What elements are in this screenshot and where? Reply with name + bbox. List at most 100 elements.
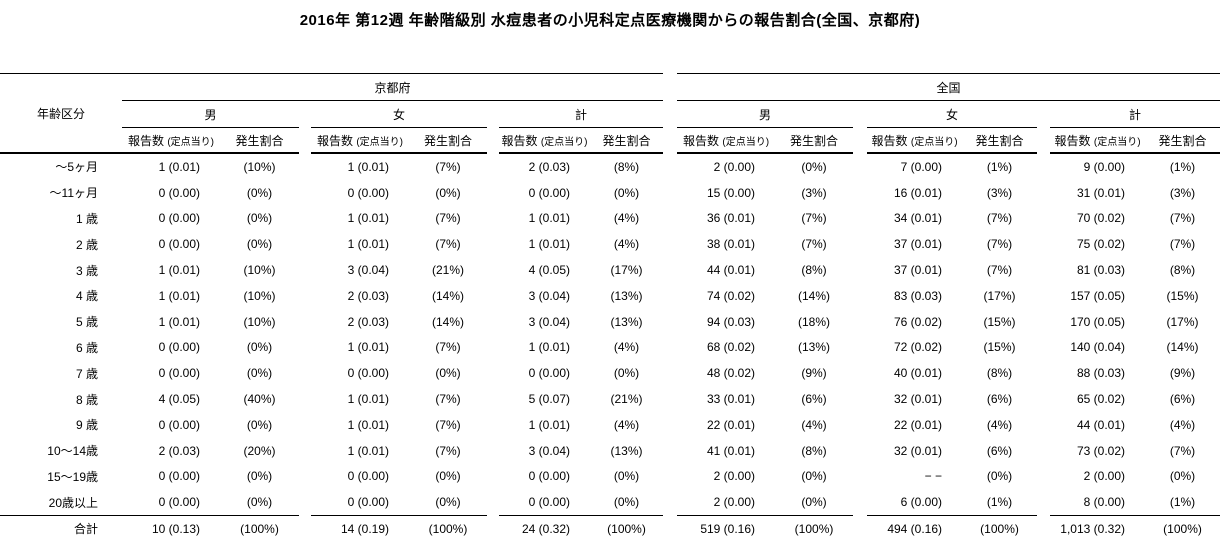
count-cell: 0 (0.00) <box>158 185 200 200</box>
report-count-label: 報告数 <box>501 133 538 148</box>
rate-header: 発生割合 <box>409 127 487 154</box>
report-count-label: 報告数 <box>871 133 908 148</box>
count-cell: 68 (0.02) <box>706 340 756 355</box>
section-gap <box>663 489 677 515</box>
region-header-national: 全国 <box>677 73 1220 101</box>
column-gap <box>487 335 499 361</box>
age-label: 9 歳 <box>75 418 98 433</box>
rate-cell: (1%) <box>986 159 1013 174</box>
column-gap <box>853 464 867 490</box>
count-cell: 76 (0.02) <box>893 314 943 329</box>
section-gap <box>663 335 677 361</box>
count-cell: 36 (0.01) <box>706 211 756 226</box>
page-title: 2016年 第12週 年齢階級別 水痘患者の小児科定点医療機関からの報告割合(全… <box>299 12 921 29</box>
count-cell: 1 (0.01) <box>347 237 389 252</box>
column-gap <box>487 516 499 536</box>
count-cell: 0 (0.00) <box>158 366 200 381</box>
count-cell: 0 (0.00) <box>528 366 570 381</box>
column-gap <box>853 101 867 128</box>
section-gap <box>663 101 677 128</box>
column-gap <box>1037 101 1050 128</box>
count-cell: 2 (0.00) <box>713 469 756 484</box>
count-cell: 37 (0.01) <box>893 237 943 252</box>
section-gap <box>663 180 677 206</box>
rate-cell: (4%) <box>613 340 640 355</box>
rate-cell: (100%) <box>590 515 664 536</box>
column-gap <box>853 283 867 309</box>
count-cell: 0 (0.00) <box>158 495 200 510</box>
rate-cell: (1%) <box>1169 159 1196 174</box>
rate-cell: (7%) <box>435 417 461 432</box>
column-gap <box>1037 360 1050 386</box>
report-count-header: 報告数 (定点当り) <box>122 127 220 154</box>
rate-cell: (10%) <box>243 159 276 174</box>
rate-cell: (9%) <box>1169 366 1196 381</box>
data-row: 8 歳 4 (0.05) (40%) 1 (0.01) (7%) 5 (0.07) (21%… <box>0 386 1220 412</box>
section-gap <box>663 257 677 283</box>
rate-cell: (0%) <box>435 185 461 200</box>
sex-header-national-male: 男 <box>677 100 854 128</box>
rate-cell: (17%) <box>983 288 1016 303</box>
column-gap <box>299 464 311 490</box>
report-count-label: 報告数 <box>127 133 164 148</box>
column-gap <box>299 489 311 515</box>
rate-cell: (0%) <box>613 185 640 200</box>
column-gap <box>487 231 499 257</box>
column-gap <box>299 412 311 438</box>
column-gap <box>1037 464 1050 490</box>
sex-header-row: 男 女 計 男 女 計 <box>0 100 1220 128</box>
data-row: 6 歳 0 (0.00) (0%) 1 (0.01) (7%) 1 (0.01) (4%) 6… <box>0 335 1220 361</box>
count-cell: 3 (0.04) <box>528 443 570 458</box>
rate-cell: (100%) <box>409 515 487 536</box>
count-cell: 1 (0.01) <box>347 443 389 458</box>
column-gap <box>487 412 499 438</box>
count-cell: 1 (0.01) <box>347 417 389 432</box>
rate-cell: (6%) <box>801 392 827 407</box>
data-row: 20歳以上 0 (0.00) (0%) 0 (0.00) (0%) 0 (0.00) (0%… <box>0 489 1220 515</box>
column-gap <box>1037 257 1050 283</box>
count-cell: 3 (0.04) <box>528 314 570 329</box>
column-gap <box>853 489 867 515</box>
count-cell: 73 (0.02) <box>1076 443 1126 458</box>
rate-cell: (0%) <box>246 417 273 432</box>
column-gap <box>299 309 311 335</box>
count-cell: 8 (0.00) <box>1083 495 1126 510</box>
rate-cell: (4%) <box>1169 417 1196 432</box>
rate-cell: (0%) <box>435 469 461 484</box>
rate-cell: (7%) <box>435 443 461 458</box>
count-cell: 38 (0.01) <box>706 237 756 252</box>
rate-cell: (0%) <box>246 211 273 226</box>
age-label: 7 歳 <box>75 366 98 381</box>
column-gap <box>487 438 499 464</box>
column-gap <box>853 128 867 154</box>
rate-cell: (7%) <box>435 237 461 252</box>
sex-header-kyoto-total: 計 <box>499 100 664 128</box>
rate-cell: (7%) <box>801 237 827 252</box>
rate-cell: (0%) <box>986 469 1013 484</box>
rate-cell: (17%) <box>1166 314 1199 329</box>
data-row: 4 歳 1 (0.01) (10%) 2 (0.03) (14%) 3 (0.04) (13… <box>0 283 1220 309</box>
section-gap <box>663 231 677 257</box>
count-cell: 6 (0.00) <box>900 495 943 510</box>
column-gap <box>299 516 311 536</box>
count-cell: 14 (0.19) <box>311 515 409 536</box>
column-gap <box>487 489 499 515</box>
age-label: 合計 <box>0 515 122 536</box>
report-count-label: 報告数 <box>1054 133 1091 148</box>
rate-cell: (17%) <box>610 263 643 278</box>
column-gap <box>299 335 311 361</box>
count-cell: 2 (0.00) <box>713 159 756 174</box>
rate-cell: (7%) <box>986 211 1013 226</box>
count-cell: 33 (0.01) <box>706 392 756 407</box>
section-gap <box>663 153 677 180</box>
count-cell: 31 (0.01) <box>1076 185 1126 200</box>
count-cell: 1 (0.01) <box>158 159 200 174</box>
count-cell: 10 (0.13) <box>122 515 220 536</box>
count-cell: 1 (0.01) <box>528 417 570 432</box>
column-gap <box>853 257 867 283</box>
rate-cell: (8%) <box>1169 263 1196 278</box>
count-cell: 83 (0.03) <box>893 288 943 303</box>
section-gap <box>663 464 677 490</box>
data-row: 5 歳 1 (0.01) (10%) 2 (0.03) (14%) 3 (0.04) (13… <box>0 309 1220 335</box>
column-gap <box>853 516 867 536</box>
